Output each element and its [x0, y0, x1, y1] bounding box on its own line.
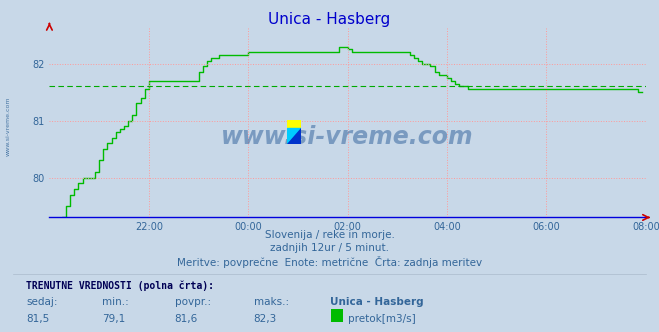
Text: www.si-vreme.com: www.si-vreme.com — [5, 96, 11, 156]
Text: Meritve: povprečne  Enote: metrične  Črta: zadnja meritev: Meritve: povprečne Enote: metrične Črta:… — [177, 256, 482, 268]
Polygon shape — [287, 128, 301, 144]
Text: TRENUTNE VREDNOSTI (polna črta):: TRENUTNE VREDNOSTI (polna črta): — [26, 281, 214, 291]
Text: 81,5: 81,5 — [26, 314, 49, 324]
Text: Unica - Hasberg: Unica - Hasberg — [268, 12, 391, 27]
Bar — [287, 128, 301, 144]
Text: min.:: min.: — [102, 297, 129, 307]
Text: Unica - Hasberg: Unica - Hasberg — [330, 297, 423, 307]
Bar — [287, 120, 301, 128]
Text: maks.:: maks.: — [254, 297, 289, 307]
Text: 79,1: 79,1 — [102, 314, 125, 324]
Text: zadnjih 12ur / 5 minut.: zadnjih 12ur / 5 minut. — [270, 243, 389, 253]
Text: povpr.:: povpr.: — [175, 297, 211, 307]
Text: 82,3: 82,3 — [254, 314, 277, 324]
Text: pretok[m3/s]: pretok[m3/s] — [348, 314, 416, 324]
Text: www.si-vreme.com: www.si-vreme.com — [221, 125, 474, 149]
Text: sedaj:: sedaj: — [26, 297, 58, 307]
Text: 81,6: 81,6 — [175, 314, 198, 324]
Text: Slovenija / reke in morje.: Slovenija / reke in morje. — [264, 230, 395, 240]
